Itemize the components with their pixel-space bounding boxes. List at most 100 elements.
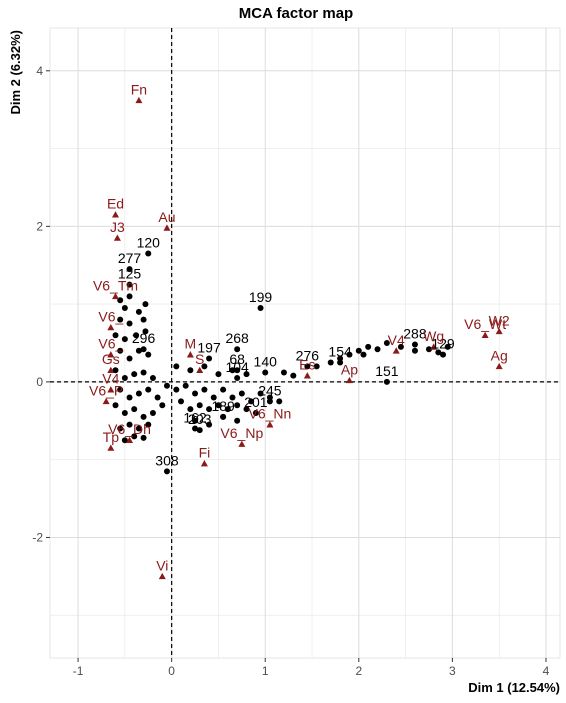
category-label: V6_ [98, 308, 123, 324]
individual-point [210, 394, 217, 401]
individual-point [276, 398, 283, 405]
category-label: Ed [107, 196, 124, 212]
individual-label: 104 [225, 359, 249, 375]
category-label: Gs [102, 351, 120, 367]
individual-point [133, 332, 140, 339]
individual-point [206, 421, 213, 428]
individual-point [206, 406, 213, 413]
individual-point [313, 363, 320, 370]
individual-point [121, 305, 128, 311]
individual-point [360, 351, 367, 358]
category-label: M [185, 336, 197, 352]
category-point [107, 323, 115, 331]
category-label: V6_Tm [93, 277, 138, 293]
x-tick-label: 1 [262, 664, 269, 678]
individual-point [383, 340, 390, 346]
individual-point [135, 390, 142, 397]
individual-point [140, 413, 147, 420]
category-point [107, 386, 115, 393]
category-point [481, 331, 489, 339]
individual-point [440, 351, 447, 358]
individual-label: 120 [137, 235, 161, 251]
category-label: V4 [388, 332, 405, 348]
individual-label: 201 [244, 394, 268, 410]
category-label: J3 [110, 219, 125, 235]
individual-point [117, 347, 124, 354]
category-label: Ag [491, 347, 508, 363]
individual-label: 125 [118, 266, 142, 282]
individual-label: 288 [403, 326, 427, 342]
individual-label: 276 [296, 347, 320, 363]
individual-point [355, 347, 362, 354]
x-axis-label: Dim 1 (12.54%) [468, 680, 560, 695]
individual-point [145, 386, 152, 393]
x-tick-label: 3 [449, 664, 456, 678]
individual-label: 68 [229, 351, 245, 367]
individual-point [140, 434, 147, 441]
individual-point [135, 425, 142, 432]
individual-point [280, 369, 287, 376]
individual-point [131, 433, 138, 440]
individual-point [135, 308, 142, 315]
y-tick-label: 4 [36, 64, 43, 78]
individual-point [411, 341, 418, 348]
individual-point [234, 417, 241, 424]
individual-point [145, 421, 152, 428]
reference-lines [50, 28, 560, 658]
category-label: S [195, 351, 204, 367]
individual-point [243, 406, 250, 413]
individual-point [196, 402, 203, 409]
category-point [495, 362, 503, 370]
individual-point [290, 372, 297, 379]
category-point [107, 366, 115, 374]
individual-point [173, 363, 180, 370]
x-tick-label: -1 [73, 664, 84, 678]
individual-point [135, 347, 142, 354]
individual-point [163, 382, 170, 389]
individual-point [346, 351, 353, 358]
category-point [102, 397, 110, 405]
individual-label: 189 [211, 398, 235, 414]
category-point [135, 96, 143, 104]
individual-point [215, 402, 222, 409]
individual-point [196, 427, 203, 434]
category-point [495, 327, 503, 335]
individual-point [131, 406, 138, 413]
individual-label: 245 [258, 382, 282, 398]
category-label: Fi [199, 445, 211, 461]
category-label: Wg [423, 328, 444, 344]
individual-point [337, 359, 344, 366]
y-axis-ticks: -2 0 2 4 [32, 64, 50, 544]
individual-point [397, 343, 404, 350]
category-point [163, 224, 171, 231]
individual-label: 140 [254, 354, 278, 370]
category-label: Au [158, 209, 175, 225]
category-label: Tp [103, 429, 120, 445]
individual-point [243, 371, 250, 378]
x-tick-label: 4 [543, 664, 550, 678]
y-tick-label: -2 [32, 530, 43, 544]
category-point [126, 436, 134, 444]
chart-title: MCA factor map [239, 5, 353, 22]
individual-point [126, 394, 133, 401]
individual-point [411, 347, 418, 354]
individual-label: 203 [188, 411, 212, 427]
individual-point [126, 266, 133, 273]
individual-point [192, 425, 199, 432]
individual-point [126, 421, 133, 428]
individual-label: 162 [183, 410, 207, 426]
individual-point [178, 398, 185, 405]
individual-point [140, 316, 147, 323]
individual-label: 197 [197, 340, 221, 356]
individual-point [131, 371, 138, 378]
category-label: Es [299, 357, 315, 373]
individual-point [121, 375, 128, 381]
individual-point [187, 406, 194, 413]
individual-point [142, 328, 149, 335]
individual-point [266, 398, 273, 405]
category-label: V6_P [89, 382, 123, 398]
category-point [200, 460, 208, 467]
individual-point [163, 468, 170, 475]
individual-point [220, 386, 227, 393]
category-point [186, 351, 194, 358]
